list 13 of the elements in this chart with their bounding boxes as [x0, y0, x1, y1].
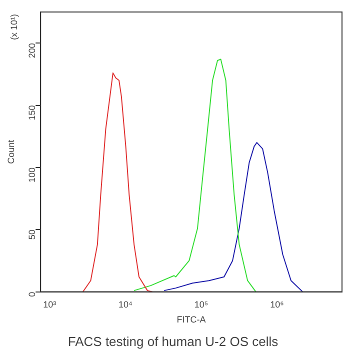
y-tick-label: 50 [27, 230, 38, 240]
y-tick-label: 0 [27, 292, 38, 297]
x-tick-label: 10⁶ [270, 300, 284, 310]
x-axis-title: FITC-A [176, 314, 206, 324]
x-tick-label: 10⁵ [194, 300, 208, 310]
y-axis-title: Count [6, 139, 16, 164]
x-tick-label: 10⁴ [118, 300, 132, 310]
y-tick-label: 100 [27, 167, 38, 182]
y-tick-label: 200 [27, 43, 38, 58]
text: FACS testing of human U-2 OS cells [68, 334, 279, 349]
y-tick-label: 150 [27, 105, 38, 120]
x-tick-label: 10³ [43, 300, 56, 310]
text: (x 10¹) [9, 14, 20, 40]
